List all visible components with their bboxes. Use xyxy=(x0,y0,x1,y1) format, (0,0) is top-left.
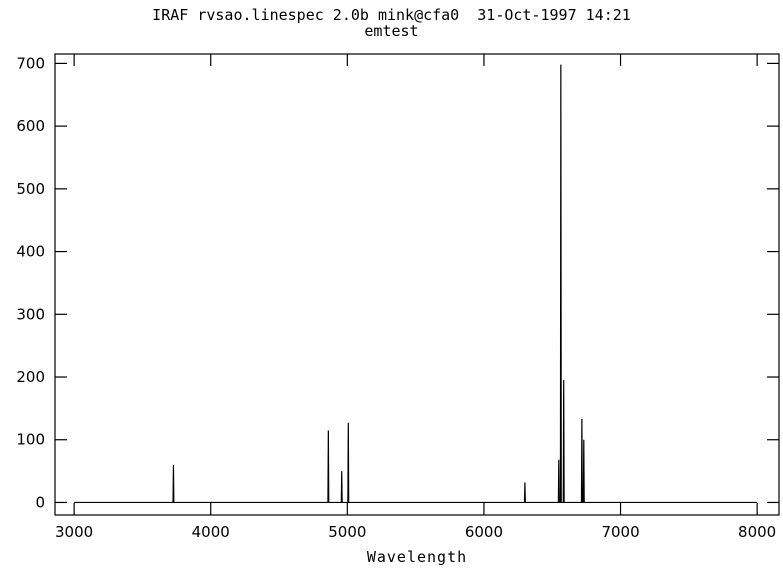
y-tick-label: 700 xyxy=(16,54,45,72)
chart-subtitle: emtest xyxy=(364,22,419,40)
y-tick-label: 0 xyxy=(35,493,45,511)
x-tick-label: 3000 xyxy=(55,523,93,541)
y-tick-label: 300 xyxy=(16,305,45,323)
y-tick-label: 200 xyxy=(16,368,45,386)
x-tick-label: 4000 xyxy=(192,523,230,541)
x-axis-label: Wavelength xyxy=(367,548,467,566)
y-tick-label: 100 xyxy=(16,431,45,449)
spectrum-line-0 xyxy=(74,64,758,504)
x-tick-label: 5000 xyxy=(328,523,366,541)
y-tick-label: 400 xyxy=(16,243,45,261)
x-tick-label: 7000 xyxy=(601,523,639,541)
y-tick-label: 500 xyxy=(16,180,45,198)
y-tick-label: 600 xyxy=(16,117,45,135)
chart-title: IRAF rvsao.linespec 2.0b mink@cfa0 31-Oc… xyxy=(152,6,631,24)
x-tick-label: 6000 xyxy=(465,523,503,541)
plot-frame xyxy=(54,53,780,516)
x-tick-label: 8000 xyxy=(738,523,776,541)
